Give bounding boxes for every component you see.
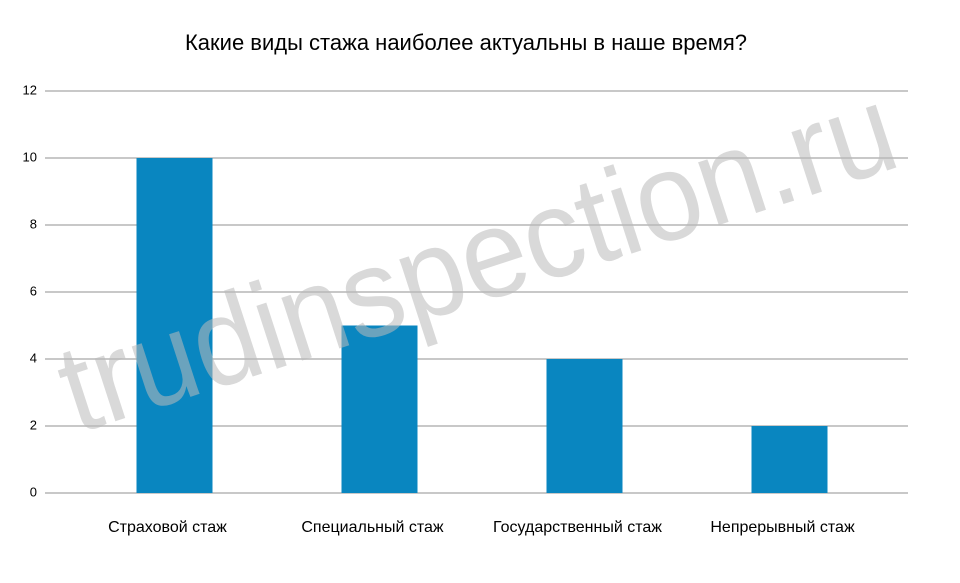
x-tick-label: Государственный стаж: [493, 519, 662, 536]
bar: [546, 359, 623, 493]
x-tick-label: Специальный стаж: [301, 519, 444, 536]
y-tick-label: 0: [30, 484, 37, 499]
bar: [341, 325, 418, 493]
y-tick-label: 4: [30, 350, 37, 365]
y-tick-label: 6: [30, 283, 37, 298]
bar: [751, 426, 828, 493]
y-tick-label: 12: [23, 82, 37, 97]
x-tick-label: Непрерывный стаж: [710, 519, 855, 536]
x-tick-label: Страховой стаж: [108, 519, 227, 536]
bar: [136, 158, 213, 493]
y-tick-label: 2: [30, 417, 37, 432]
y-tick-label: 8: [30, 216, 37, 231]
chart-title: Какие виды стажа наиболее актуальны в на…: [185, 30, 747, 55]
y-tick-label: 10: [23, 149, 37, 164]
